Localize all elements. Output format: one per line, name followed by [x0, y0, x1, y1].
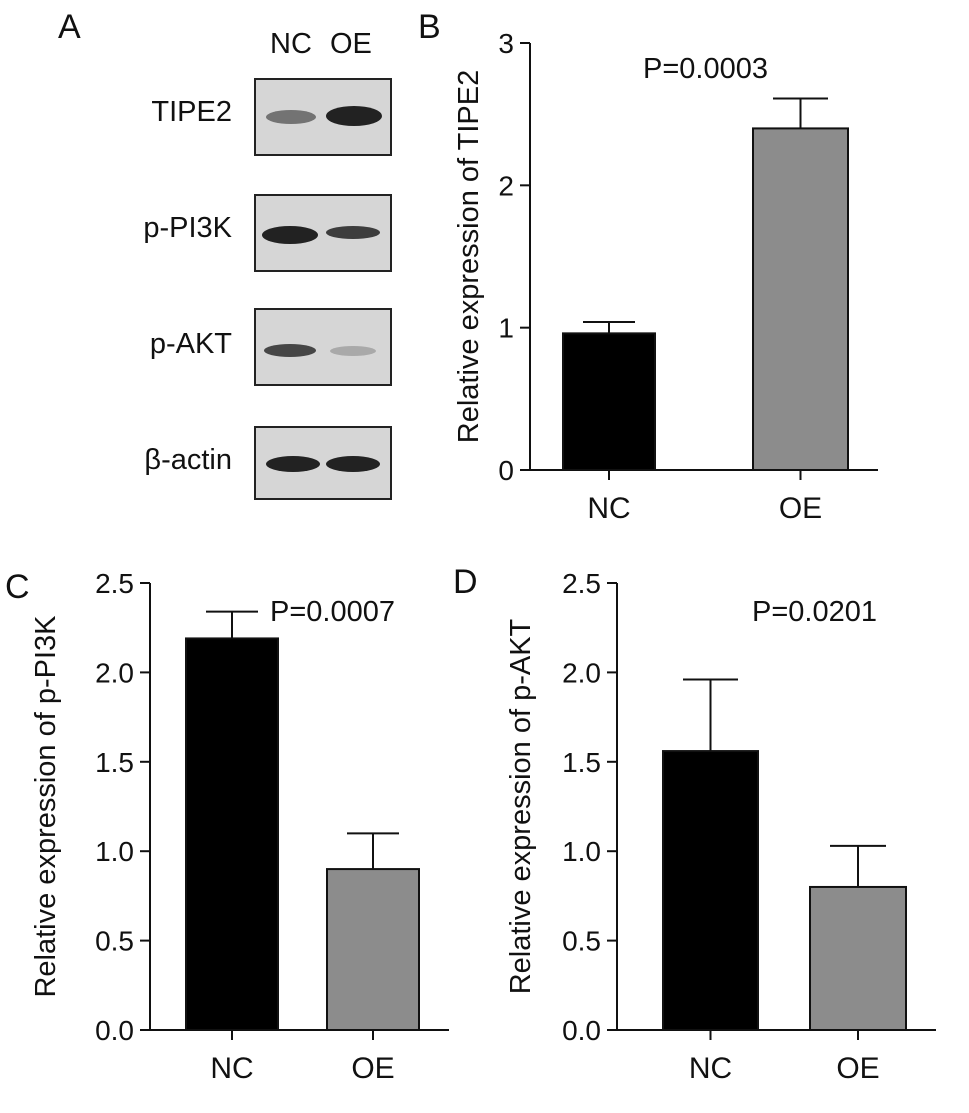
band — [266, 456, 320, 472]
band — [326, 456, 380, 472]
blot-strip-p-pi3k — [254, 194, 392, 272]
x-tick-label: OE — [779, 492, 822, 525]
y-tick-label: 0.0 — [562, 1015, 601, 1046]
y-tick-label: 2 — [498, 170, 514, 201]
bar-oe — [326, 868, 420, 1032]
lane-label-nc: NC — [270, 28, 312, 60]
y-tick-label: 2.5 — [562, 568, 601, 599]
blot-row-label-beta-actin: β-actin — [144, 444, 232, 476]
band — [266, 110, 316, 124]
y-tick-label: 0.5 — [95, 926, 134, 957]
y-tick-label: 3 — [498, 28, 514, 59]
p-value-annotation: P=0.0007 — [270, 596, 395, 628]
blot-strip-tipe2 — [254, 78, 392, 156]
band — [264, 344, 316, 357]
x-tick-label: NC — [689, 1052, 732, 1085]
bar-nc — [185, 637, 279, 1031]
bar-nc — [662, 750, 759, 1032]
band — [326, 226, 380, 239]
y-tick-label: 0.0 — [95, 1015, 134, 1046]
y-tick-label: 1 — [498, 313, 514, 344]
y-tick-label: 0 — [498, 455, 514, 486]
y-tick-label: 0.5 — [562, 926, 601, 957]
panel-label-c: C — [5, 568, 30, 606]
band — [262, 226, 318, 244]
x-tick-label: OE — [836, 1052, 879, 1085]
panel-label-d: D — [453, 563, 478, 601]
y-axis-title: Relative expression of p-AKT — [505, 618, 537, 994]
y-axis-title: Relative expression of TIPE2 — [453, 70, 485, 443]
band — [330, 346, 376, 356]
y-tick-label: 2.0 — [562, 657, 601, 688]
band — [326, 106, 382, 126]
p-value-annotation: P=0.0201 — [752, 596, 877, 628]
y-tick-label: 1.5 — [95, 747, 134, 778]
p-value-annotation: P=0.0003 — [643, 53, 768, 85]
x-tick-label: OE — [351, 1052, 394, 1085]
blot-row-label-p-pi3k: p-PI3K — [143, 212, 232, 244]
y-tick-label: 1.0 — [562, 836, 601, 867]
x-tick-label: NC — [587, 492, 630, 525]
panel-label-b: B — [418, 8, 441, 46]
lane-label-oe: OE — [330, 28, 372, 60]
y-tick-label: 1.5 — [562, 747, 601, 778]
y-tick-label: 1.0 — [95, 836, 134, 867]
y-axis-title: Relative expression of p-PI3K — [30, 615, 62, 998]
x-tick-label: NC — [210, 1052, 253, 1085]
blot-strip-beta-actin — [254, 426, 392, 500]
bar-oe — [809, 885, 907, 1032]
blot-row-label-tipe2: TIPE2 — [151, 96, 232, 128]
bar-nc — [562, 332, 656, 471]
blot-strip-p-akt — [254, 308, 392, 386]
blot-row-label-p-akt: p-AKT — [149, 328, 232, 360]
y-tick-label: 2.5 — [95, 568, 134, 599]
panel-label-a: A — [58, 8, 81, 46]
y-tick-label: 2.0 — [95, 657, 134, 688]
